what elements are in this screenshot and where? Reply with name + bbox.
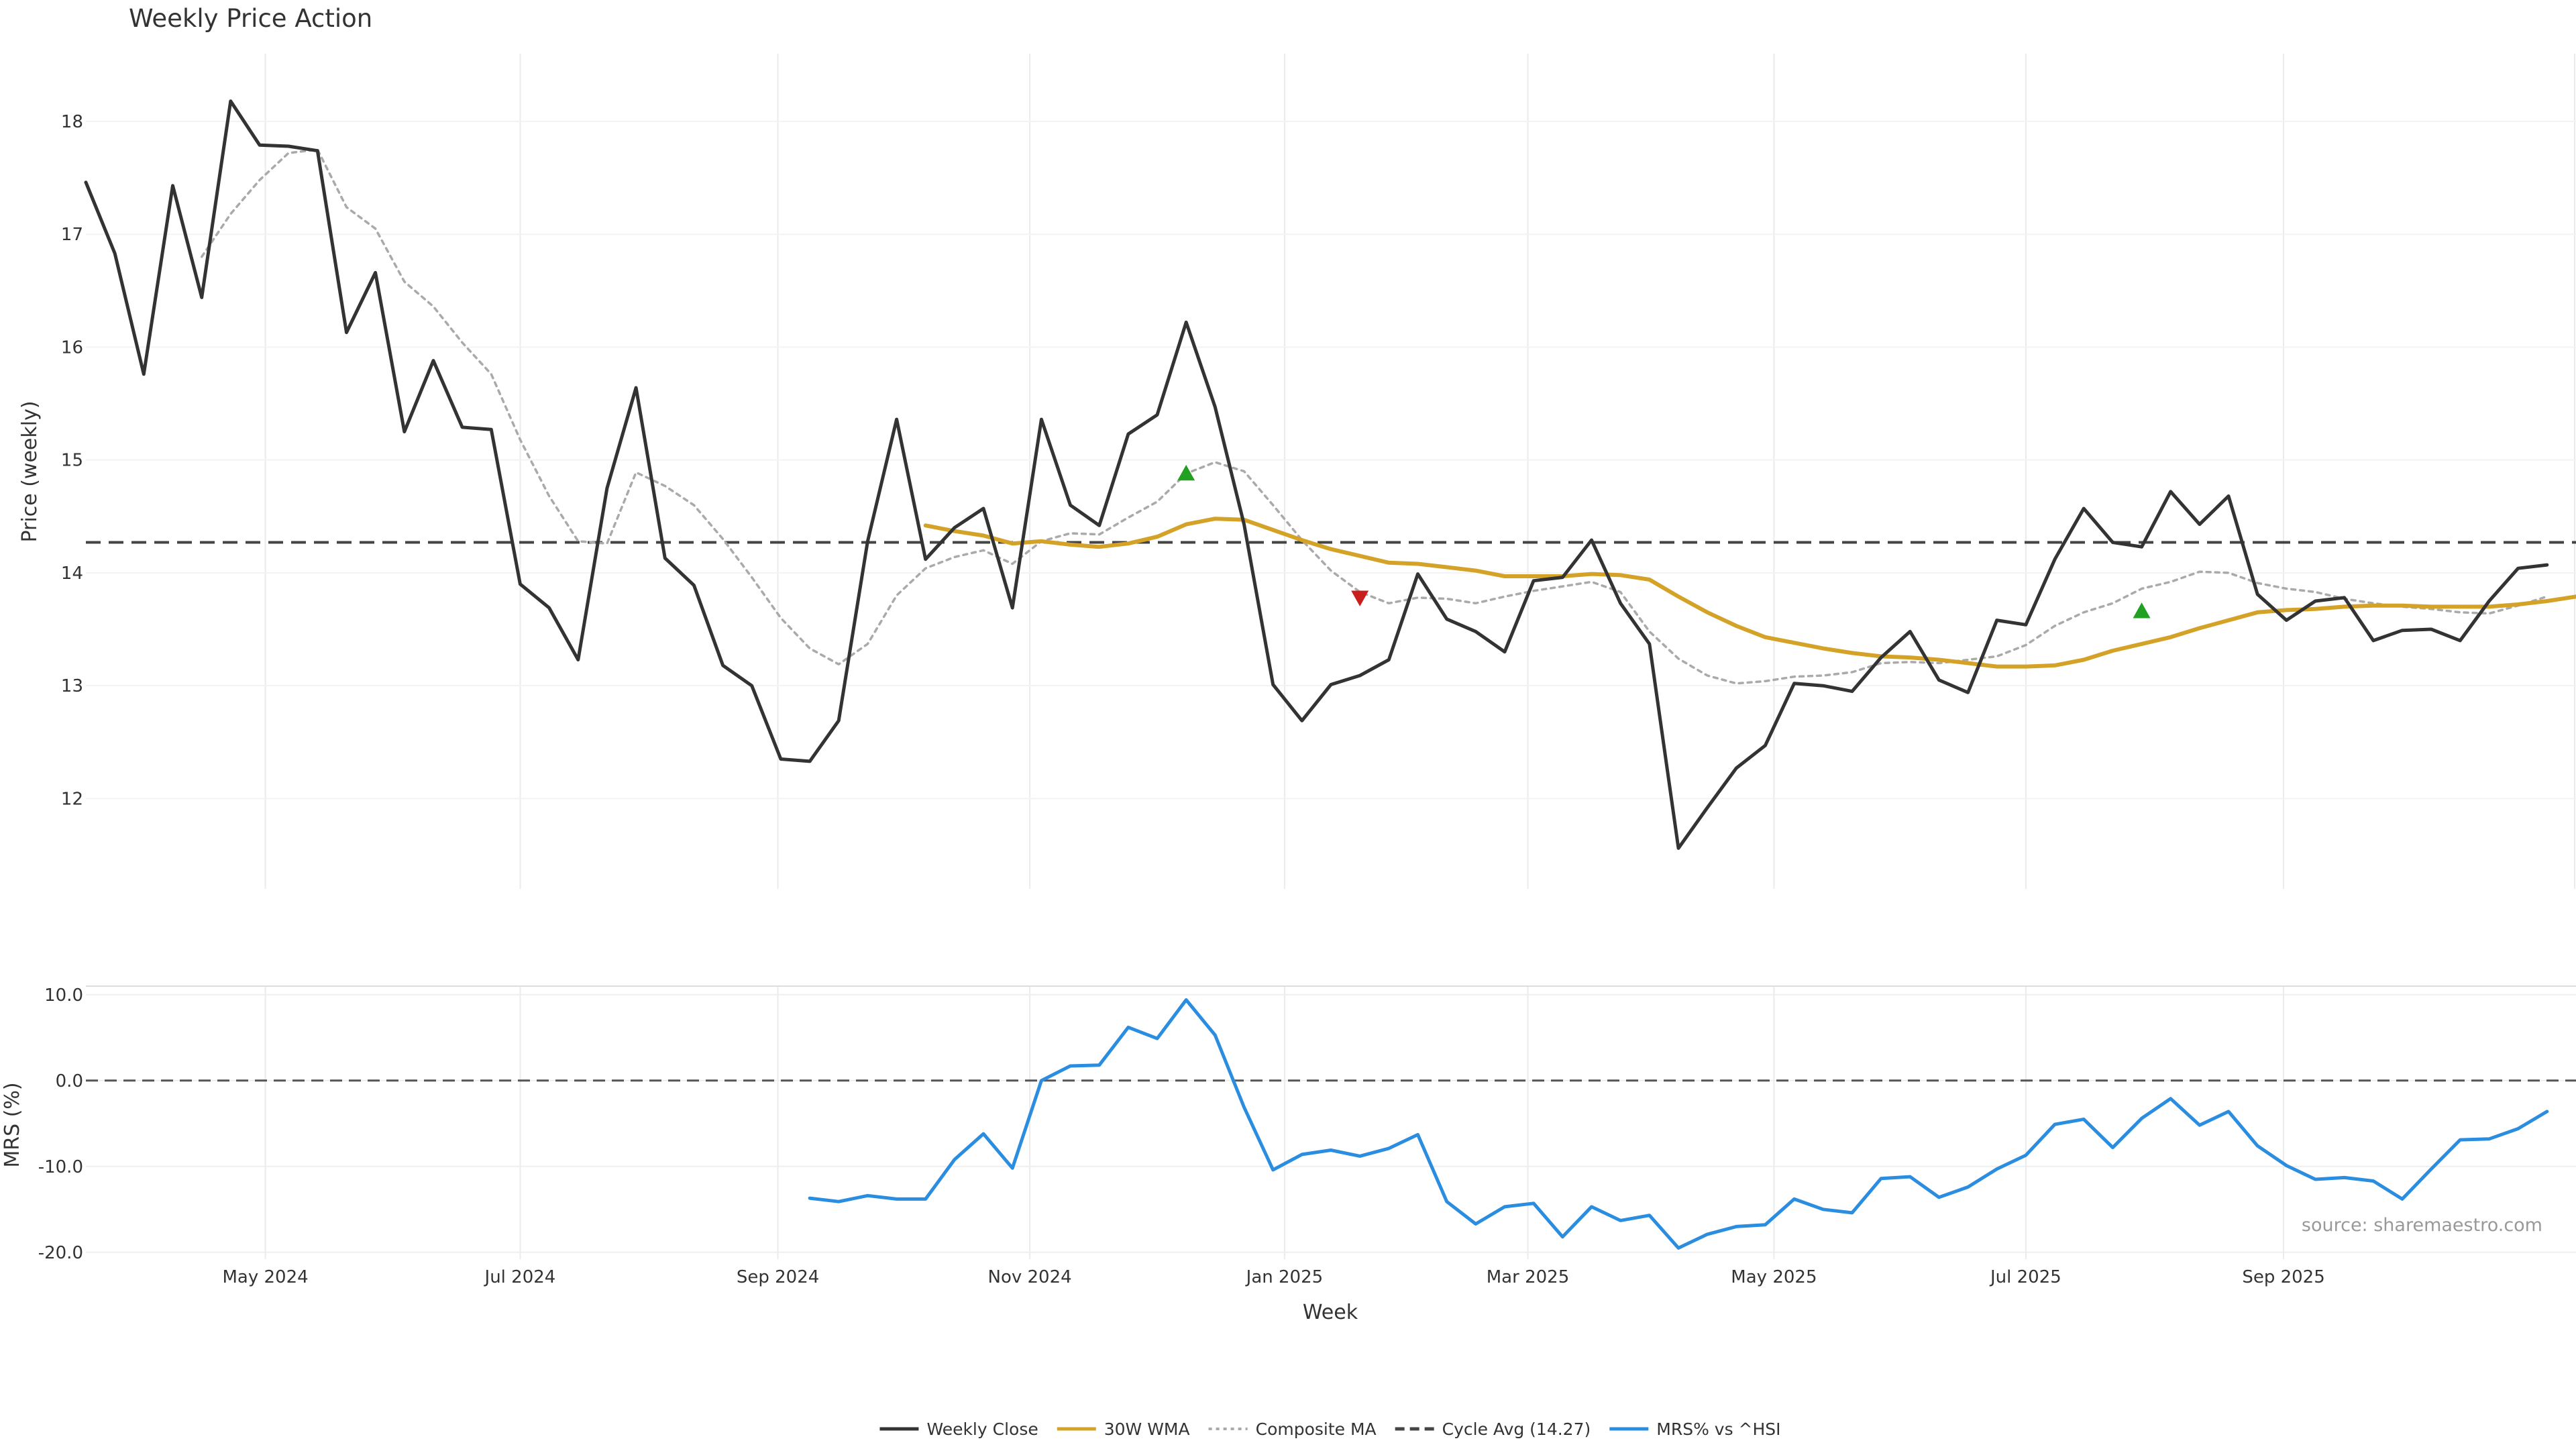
mrs-y-tick-2: -10.0 [38, 1157, 83, 1177]
price-y-tick-6: 18 [61, 112, 83, 132]
mrs-y-tick-0: 10.0 [44, 985, 83, 1006]
series-line-weekly-close [84, 99, 2549, 850]
mrs-y-axis-label: MRS (%) [1, 1082, 24, 1167]
price-y-tick-5: 17 [61, 225, 83, 245]
price-y-axis-label: Price (weekly) [18, 400, 42, 542]
x-axis-label: Week [1303, 1301, 1358, 1324]
price-y-tick-3: 15 [61, 451, 83, 471]
legend-label-1: 30W WMA [1104, 1419, 1190, 1439]
legend-label-2: Composite MA [1256, 1419, 1377, 1439]
legend-label-0: Weekly Close [926, 1419, 1038, 1439]
x-tick-label-6: May 2025 [1731, 1267, 1817, 1287]
buy-signal-marker-2 [2133, 602, 2151, 619]
price-series-group [84, 99, 2576, 850]
mrs-y-tick-1: 0.0 [56, 1071, 83, 1091]
legend-label-3: Cycle Avg (14.27) [1442, 1419, 1591, 1439]
price-y-tick-2: 14 [61, 564, 83, 584]
chart-legend: Weekly Close 30W WMA Composite MA Cycle Avg… [879, 1419, 1781, 1439]
legend-label-4: MRS% vs ^HSI [1656, 1419, 1780, 1439]
x-tick-label-4: Jan 2025 [1245, 1267, 1324, 1287]
signal-markers-group [1177, 464, 2151, 619]
x-tick-label-5: Mar 2025 [1487, 1267, 1570, 1287]
series-line-composite-ma [200, 148, 2548, 685]
price-panel-grid [86, 54, 2576, 889]
price-y-tick-0: 12 [61, 789, 83, 809]
series-line-mrs-vs-hsi [808, 998, 2549, 1250]
x-tick-label-8: Sep 2025 [2242, 1267, 2324, 1287]
x-axis-ticks: May 2024 Jul 2024 Sep 2024 Nov 2024 Jan 2025… [223, 1267, 2325, 1287]
x-tick-label-0: May 2024 [223, 1267, 309, 1287]
sell-signal-marker-1 [1351, 590, 1369, 606]
x-tick-label-1: Jul 2024 [484, 1267, 556, 1287]
buy-signal-marker-0 [1177, 464, 1195, 481]
price-y-tick-4: 16 [61, 337, 83, 358]
mrs-series-group [808, 998, 2549, 1250]
price-chart-title: Weekly Price Action [129, 4, 372, 33]
mrs-y-ticks: 10.0 0.0 -10.0 -20.0 [38, 985, 83, 1263]
source-annotation: source: sharemaestro.com [2302, 1215, 2542, 1236]
price-y-ticks: 12 13 14 15 16 17 18 [61, 112, 83, 809]
x-tick-label-3: Nov 2024 [988, 1267, 1072, 1287]
x-tick-label-2: Sep 2024 [737, 1267, 819, 1287]
x-tick-label-7: Jul 2025 [1989, 1267, 2061, 1287]
mrs-y-tick-3: -20.0 [38, 1243, 83, 1263]
price-y-tick-1: 13 [61, 676, 83, 696]
